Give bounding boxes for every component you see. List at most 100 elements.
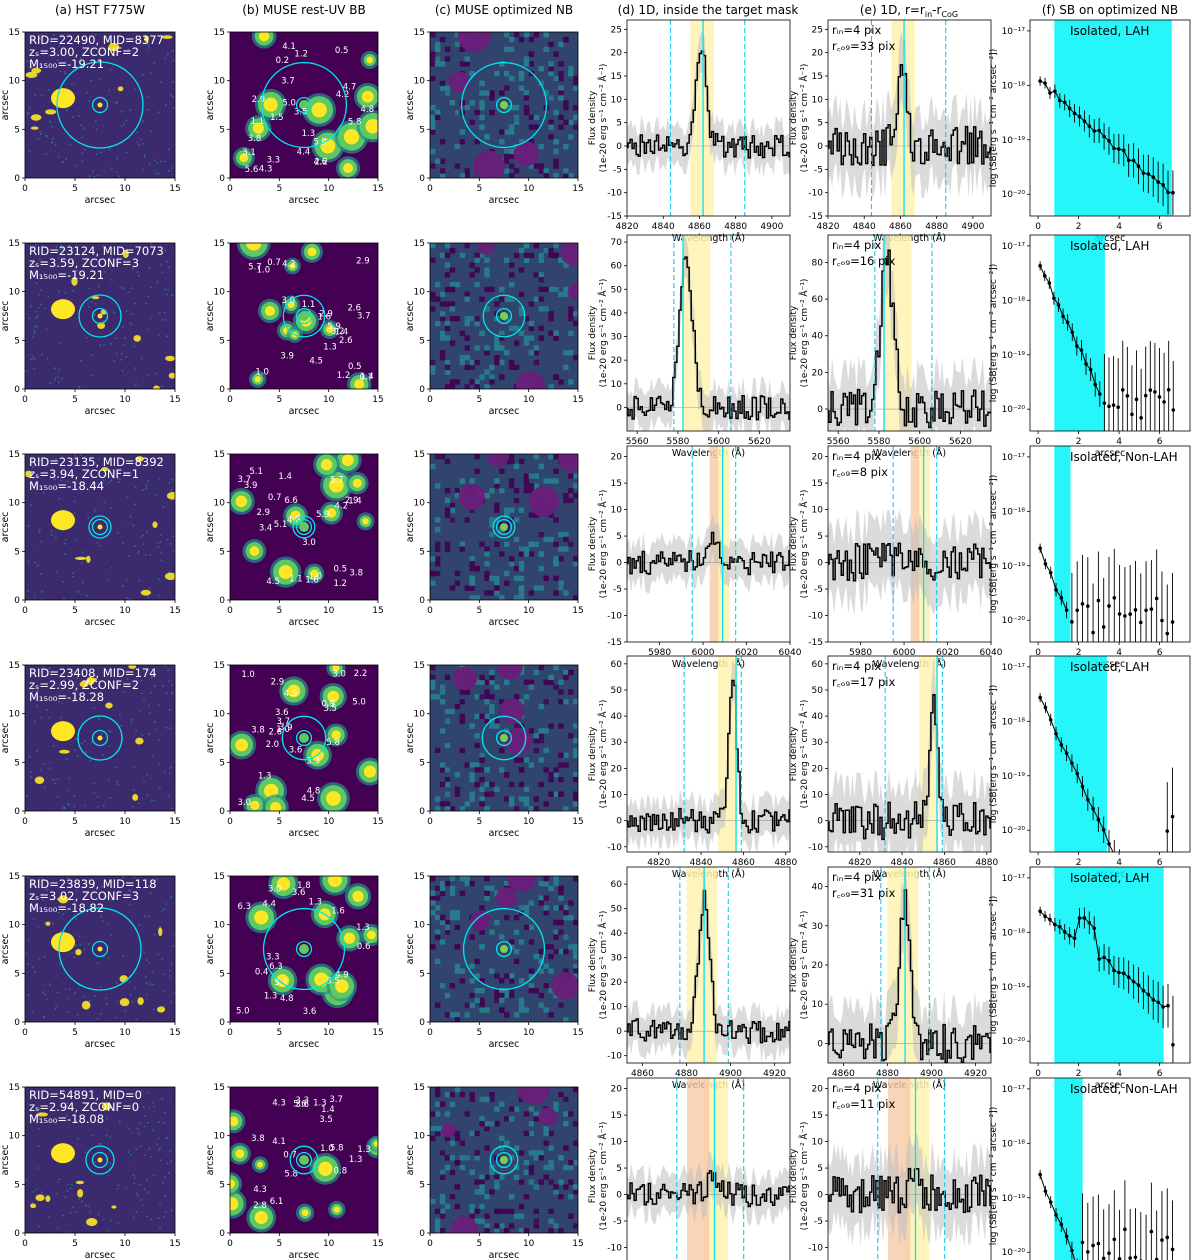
x-tick-label: 10 [523,817,535,827]
noise-pixel [157,554,160,556]
panel-frame [827,234,992,432]
nb-pixel [444,880,451,887]
nb-pixel [434,1218,441,1224]
nb-pixel [499,90,505,96]
nb-pixel [459,46,466,52]
nb-pixel [553,139,559,145]
noise-pixel [79,1210,82,1213]
nb-pixel [553,51,559,57]
nb-pixel [553,905,559,911]
uv-core [341,454,354,466]
noise-pixel [134,302,136,305]
noise-pixel [99,1020,102,1022]
y-tick-label: 0 [616,1027,622,1037]
nb-pixel [568,306,574,312]
spectrum-panel: 47404760478048004820-15-10-505101520Wave… [789,1077,992,1260]
noise-pixel [154,743,156,745]
noise-pixel [148,904,151,906]
noise-pixel [42,54,44,56]
uv-core [250,800,260,811]
x-tick-label: 6 [1157,858,1163,868]
noise-pixel [49,120,51,122]
nb-pixel [484,806,490,811]
noise-pixel [44,993,46,996]
uv-source-redshift: 1.3 [313,1098,327,1108]
x-tick-label: 0 [227,395,233,405]
noise-pixel [28,317,31,320]
noise-pixel [110,144,113,146]
noise-pixel [89,1210,91,1213]
noise-pixel [73,806,76,808]
sb-profile-line [1039,1174,1076,1260]
uv-source-redshift: 4.3 [259,165,273,175]
spectrum-line [828,889,991,1063]
hst-source [81,1000,91,1010]
y-tick-label: 10 [9,499,21,509]
noise-pixel [153,1008,155,1011]
noise-pixel [39,133,42,135]
noise-pixel [119,1183,122,1186]
x-tick-label: 15 [372,606,383,616]
noise-pixel [117,259,120,262]
nb-pixel [499,296,505,302]
nb-pixel [563,531,569,538]
noise-pixel [79,943,82,946]
nb-pixel [449,910,456,916]
noise-pixel [152,375,155,378]
spectrum-line [828,694,991,841]
noise-pixel [83,995,86,998]
nb-pixel [444,90,451,96]
nb-pixel [474,1189,480,1195]
panel-frame [429,875,579,1023]
y-axis-label: arcsec [0,934,11,965]
noise-pixel [40,568,43,570]
noise-pixel [132,1151,135,1154]
uv-source-redshift: 3.1 [242,148,256,158]
y-tick-label: 40 [812,712,824,722]
noise-pixel [138,924,141,926]
sb-point [1170,620,1175,624]
noise-pixel [94,1212,97,1214]
noise-pixel [52,716,55,718]
noise-pixel [116,904,118,906]
nb-pixel [563,934,569,940]
panel-frame [626,19,791,217]
x-tick-label: 15 [572,606,583,616]
y-tick-label: 5 [817,119,823,129]
noise-pixel [170,1001,172,1004]
sb-point [1123,614,1127,618]
uv-source-redshift: 3.9 [279,723,293,733]
noise-pixel [88,125,90,128]
noise-pixel [30,582,32,585]
noise-pixel [102,125,105,127]
nb-pixel [484,689,490,695]
nb-pixel [504,32,510,38]
uv-core [235,495,248,508]
uv-source-redshift: 2.9 [271,677,285,687]
noise-pixel [75,917,78,920]
panel-frame [626,234,791,432]
object-info: zₛ=3.59, ZCONF=3 [29,256,139,270]
noise-pixel [58,45,61,48]
nb-pixel [430,910,436,916]
noise-pixel [30,503,33,506]
noise-pixel [46,487,48,490]
noise-pixel [32,336,34,339]
nb-pixel [558,580,564,586]
y-tick-label: 15 [414,872,425,882]
noise-pixel [139,709,141,712]
sb-point [1143,393,1148,398]
nb-pixel [430,291,436,298]
nb-pixel [568,1194,574,1200]
nb-pixel [568,173,574,178]
noise-pixel [37,346,40,348]
nb-pixel [434,747,441,754]
noise-pixel [46,502,49,505]
y-tick-label: 10 [9,77,21,87]
noise-pixel [138,144,141,146]
noise-pixel [166,293,168,296]
nb-pixel [494,354,500,361]
noise-pixel [153,1174,155,1177]
panel-content [627,1078,790,1260]
noise-pixel [166,260,169,263]
